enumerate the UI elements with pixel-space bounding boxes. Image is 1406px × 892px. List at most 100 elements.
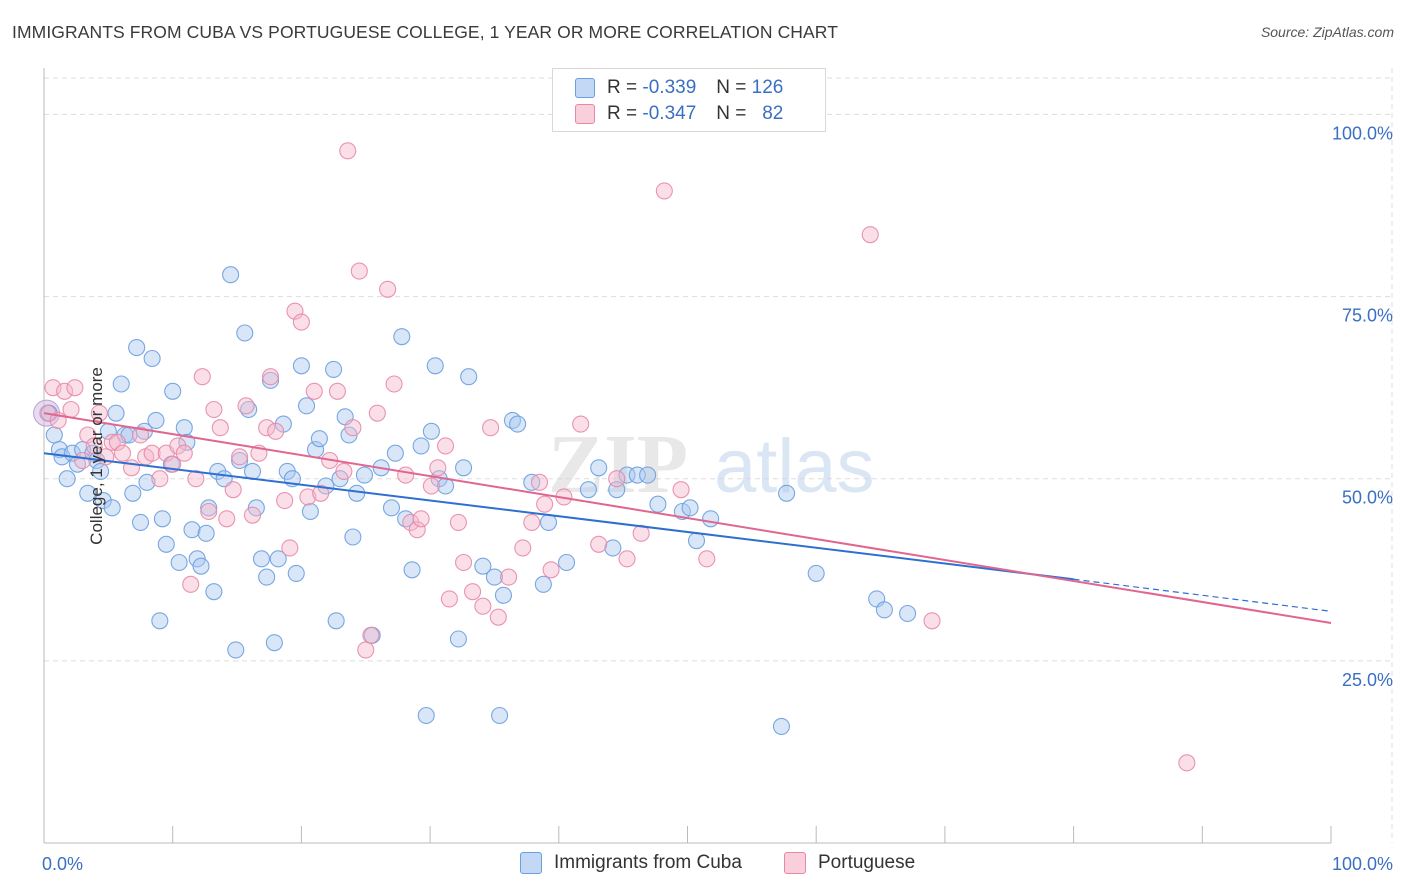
portuguese-point [108,433,126,451]
cuba-point [534,575,552,593]
cuba-point [170,553,188,572]
legend-n-label-portuguese: N = [716,103,747,124]
portuguese-point [143,444,161,462]
portuguese-point [436,437,455,455]
portuguese-point [286,302,304,320]
portuguese-point [500,568,518,586]
cuba-point [175,419,193,437]
portuguese-point [292,313,310,331]
portuguese-point [514,539,532,557]
series-legend-cuba[interactable]: Immigrants from Cuba [520,852,742,874]
cuba-point [258,568,276,586]
cuba-point [618,466,636,484]
portuguese-point [408,521,426,539]
cuba-point [261,371,280,389]
portuguese-point [357,641,375,659]
cuba-point [474,557,492,575]
portuguese-point [923,612,941,630]
cuba-point [449,630,467,648]
portuguese-point [861,226,879,244]
cuba-point [772,717,791,735]
portuguese-point [455,553,473,572]
series-label-cuba: Immigrants from Cuba [554,852,742,873]
cuba-point [205,583,223,601]
trend-lines [43,412,1332,624]
portuguese-point [379,280,397,298]
portuguese-trend-line [43,412,1332,624]
portuguese-point [237,397,255,415]
cuba-point [494,586,513,604]
cuba-point [460,368,478,386]
portuguese-point [205,400,223,419]
cuba-trend-extension [1073,578,1332,612]
portuguese-point [299,488,317,506]
portuguese-point [258,419,276,437]
cuba-point [192,557,210,575]
cuba-point [103,499,121,517]
portuguese-point [276,492,294,510]
portuguese-point [464,583,482,601]
legend-row-portuguese: R = -0.347 N = 82 [575,102,783,126]
series-legend: Immigrants from Cuba Portuguese [0,852,1406,878]
portuguese-point [90,404,108,422]
portuguese-point [590,535,608,553]
portuguese-point [62,400,80,419]
cuba-point [151,612,169,630]
y-tick-label: 25.0% [1342,670,1393,690]
portuguese-point [218,510,236,528]
cuba-point [153,510,171,528]
series-label-portuguese: Portuguese [818,852,916,873]
legend-swatch-cuba [575,78,595,98]
portuguese-point [368,404,386,422]
portuguese-point [397,466,415,484]
portuguese-point [66,379,84,397]
cuba-point [807,564,825,582]
portuguese-point [542,561,560,579]
cuba-point [778,484,796,502]
cuba-point [227,641,245,659]
cuba-point [403,561,421,579]
portuguese-point [530,473,549,491]
portuguese-point [672,481,690,499]
legend-n-label-cuba: N = [716,77,747,98]
cuba-point [157,535,175,553]
cuba-point [243,462,262,480]
series-legend-portuguese[interactable]: Portuguese [784,852,915,874]
portuguese-point [211,419,229,437]
portuguese-point [187,470,205,488]
cuba-point [107,404,125,422]
portuguese-point [440,590,458,608]
cuba-point [412,437,430,455]
cuba-point [639,466,657,484]
portuguese-point [328,382,346,400]
cuba-point [183,521,201,539]
portuguese-point [312,484,330,502]
portuguese-point [1178,754,1196,772]
portuguese-point [449,513,467,531]
cuba-point [491,706,509,725]
portuguese-point [344,419,362,437]
portuguese-point [489,608,507,626]
cuba-point [252,550,271,568]
cuba-point [426,357,444,375]
legend-row-cuba: R = -0.339 N = 126 [575,76,783,100]
cuba-point [417,706,435,725]
cuba-trend-line [43,452,1074,581]
portuguese-point [536,495,554,513]
portuguese-point [56,382,74,400]
cuba-point [143,349,161,368]
cuba-point [579,481,597,499]
legend-n-value-portuguese: 82 [762,103,784,124]
cuba-point [681,499,699,517]
cuba-point [628,466,646,484]
cuba-point [382,499,401,517]
cuba-point [899,604,917,623]
portuguese-point [193,368,211,386]
scatter-points [33,142,1196,772]
cuba-point [509,415,527,433]
cuba-point [58,470,76,488]
cuba-point [138,473,156,491]
cuba-point [236,324,254,342]
portuguese-point [243,506,262,524]
portuguese-point [572,415,590,433]
